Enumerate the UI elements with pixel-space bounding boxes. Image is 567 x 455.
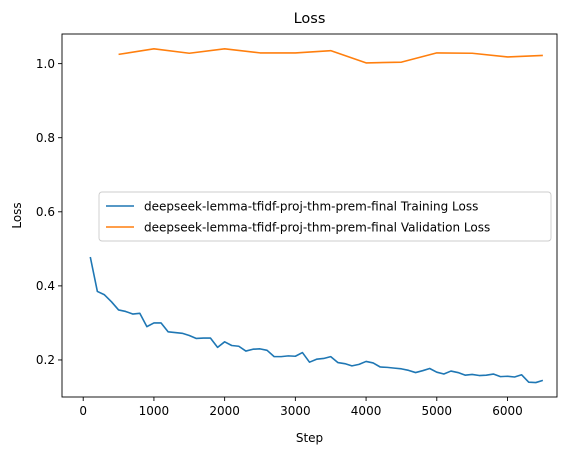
x-tick-label: 4000 [351, 404, 382, 418]
legend-box [98, 191, 552, 242]
x-tick-label: 2000 [209, 404, 240, 418]
series-lines [89, 48, 544, 384]
legend-label-training: deepseek-lemma-tfidf-proj-thm-prem-final… [144, 200, 478, 214]
y-axis: 0.2 0.4 0.6 0.8 1.0 [36, 57, 62, 367]
training-loss-line [89, 256, 544, 384]
y-tick-label: 0.2 [36, 353, 55, 367]
x-tick-label: 6000 [492, 404, 523, 418]
y-tick-label: 0.8 [36, 131, 55, 145]
x-tick-label: 3000 [280, 404, 311, 418]
x-tick-label: 1000 [139, 404, 170, 418]
legend: deepseek-lemma-tfidf-proj-thm-prem-final… [98, 191, 552, 242]
x-axis: 0 1000 2000 3000 4000 5000 6000 [79, 397, 523, 418]
y-axis-title: Loss [10, 202, 24, 228]
validation-loss-line [118, 48, 543, 64]
y-tick-label: 0.6 [36, 205, 55, 219]
plot-area-border [61, 33, 558, 398]
chart-title: Loss [294, 11, 326, 27]
legend-label-validation: deepseek-lemma-tfidf-proj-thm-prem-final… [144, 221, 490, 235]
plot-frame [61, 33, 558, 398]
x-axis-title: Step [296, 431, 323, 445]
x-tick-label: 0 [79, 404, 87, 418]
y-tick-label: 1.0 [36, 57, 55, 71]
x-tick-label: 5000 [422, 404, 453, 418]
y-tick-label: 0.4 [36, 279, 55, 293]
